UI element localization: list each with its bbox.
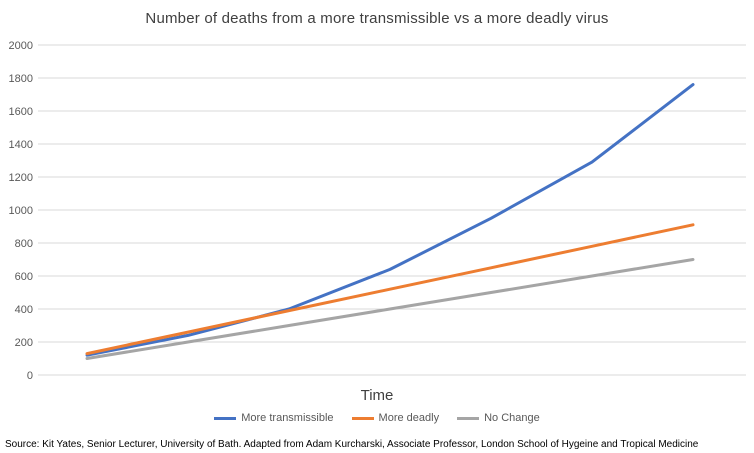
- legend-label: No Change: [484, 412, 540, 424]
- y-tick-label: 1400: [9, 139, 33, 151]
- x-axis-title: Time: [360, 387, 394, 404]
- series-line-no-change: [85, 258, 695, 360]
- legend-label: More deadly: [378, 412, 440, 424]
- y-tick-label: 400: [15, 304, 33, 316]
- y-tick-label: 200: [15, 337, 33, 349]
- series-line-more-deadly: [85, 223, 695, 356]
- y-tick-label: 0: [27, 370, 33, 382]
- source-credit: Source: Kit Yates, Senior Lecturer, Univ…: [5, 439, 699, 450]
- legend-line-swatch-blue: [214, 416, 237, 420]
- y-tick-label: 600: [15, 271, 33, 283]
- chart-legend: More transmissible More deadly No Change: [0, 412, 754, 424]
- y-tick-label: 1600: [9, 106, 33, 118]
- legend-item-more-deadly: More deadly: [351, 412, 440, 424]
- legend-item-more-transmissible: More transmissible: [214, 412, 334, 424]
- chart-title: Number of deaths from a more transmissib…: [145, 10, 609, 27]
- legend-item-no-change: No Change: [457, 412, 540, 424]
- chart-canvas: 0 200 400 600 800 1000 1200 1400 1600 1800 2000: [9, 40, 746, 382]
- legend-line-swatch-gray: [457, 416, 480, 420]
- y-tick-label: 800: [15, 238, 33, 250]
- y-tick-label: 1200: [9, 172, 33, 184]
- y-tick-label: 1000: [9, 205, 33, 217]
- legend-line-swatch-orange: [351, 416, 374, 420]
- y-tick-label: 1800: [9, 73, 33, 85]
- legend-label: More transmissible: [241, 412, 334, 424]
- y-tick-label: 2000: [9, 40, 33, 52]
- series-line-more-transmissible: [85, 83, 695, 357]
